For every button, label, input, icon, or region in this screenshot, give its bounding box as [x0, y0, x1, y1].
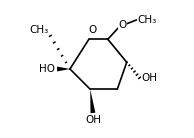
- Text: O: O: [88, 26, 96, 35]
- Text: O: O: [119, 20, 127, 30]
- Text: OH: OH: [85, 115, 101, 125]
- Polygon shape: [90, 89, 95, 113]
- Text: OH: OH: [141, 73, 157, 83]
- Polygon shape: [57, 67, 70, 71]
- Text: CH₃: CH₃: [30, 25, 49, 34]
- Text: CH₃: CH₃: [137, 15, 156, 25]
- Text: HO: HO: [39, 64, 55, 74]
